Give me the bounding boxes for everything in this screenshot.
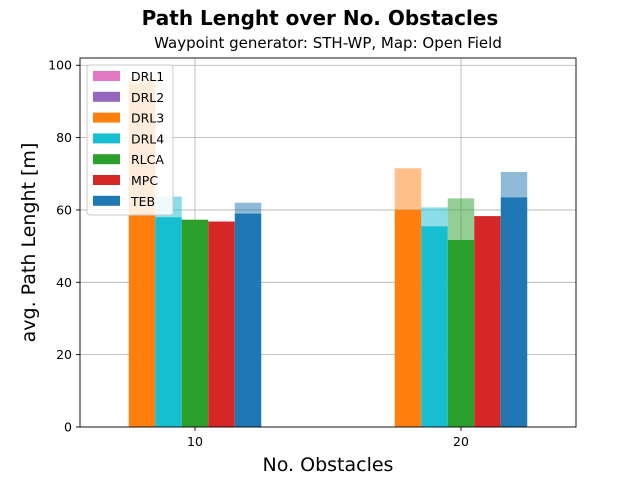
bar-drl4 [155, 217, 182, 427]
legend-swatch-rlca [93, 154, 120, 165]
legend-label-drl2: DRL2 [131, 90, 164, 105]
chart-subtitle: Waypoint generator: STH-WP, Map: Open Fi… [154, 34, 502, 52]
x-axis-label: No. Obstacles [263, 454, 394, 476]
bar-range-teb [234, 202, 262, 214]
x-tick-label: 10 [187, 434, 203, 449]
legend-swatch-drl3 [93, 112, 120, 123]
legend-swatch-drl2 [93, 91, 120, 102]
y-tick-label: 80 [56, 130, 72, 145]
bar-range-rlca [447, 198, 475, 240]
legend-label-drl3: DRL3 [131, 111, 164, 126]
y-axis-label: avg. Path Lenght [m] [18, 143, 40, 343]
legend-label-drl4: DRL4 [131, 131, 164, 146]
bar-range-teb [500, 171, 528, 198]
bar-teb [234, 213, 262, 427]
bar-mpc [474, 216, 501, 427]
chart-title: Path Lenght over No. Obstacles [141, 6, 499, 30]
y-tick-label: 40 [56, 275, 72, 290]
bar-mpc [208, 221, 235, 427]
bar-drl3 [394, 209, 422, 427]
legend-label-teb: TEB [130, 194, 155, 209]
bar-teb [500, 197, 528, 427]
legend-swatch-drl4 [93, 133, 120, 144]
y-tick-label: 0 [64, 420, 72, 435]
plot-frame [79, 57, 577, 428]
bar-rlca [447, 239, 475, 427]
bar-rlca [181, 219, 209, 427]
bar-range-drl4 [421, 207, 448, 227]
legend-label-drl1: DRL1 [131, 69, 164, 84]
y-tick-label: 20 [56, 347, 72, 362]
legend-swatch-drl1 [93, 71, 120, 81]
legend-swatch-mpc [93, 175, 120, 185]
bar-range-drl3 [394, 168, 422, 210]
x-tick-label: 20 [453, 434, 469, 449]
legend-label-mpc: MPC [131, 173, 158, 188]
legend-swatch-teb [93, 195, 120, 206]
y-tick-label: 100 [48, 58, 72, 73]
legend-label-rlca: RLCA [131, 152, 164, 167]
bar-drl4 [421, 226, 448, 427]
y-tick-label: 60 [56, 202, 72, 217]
